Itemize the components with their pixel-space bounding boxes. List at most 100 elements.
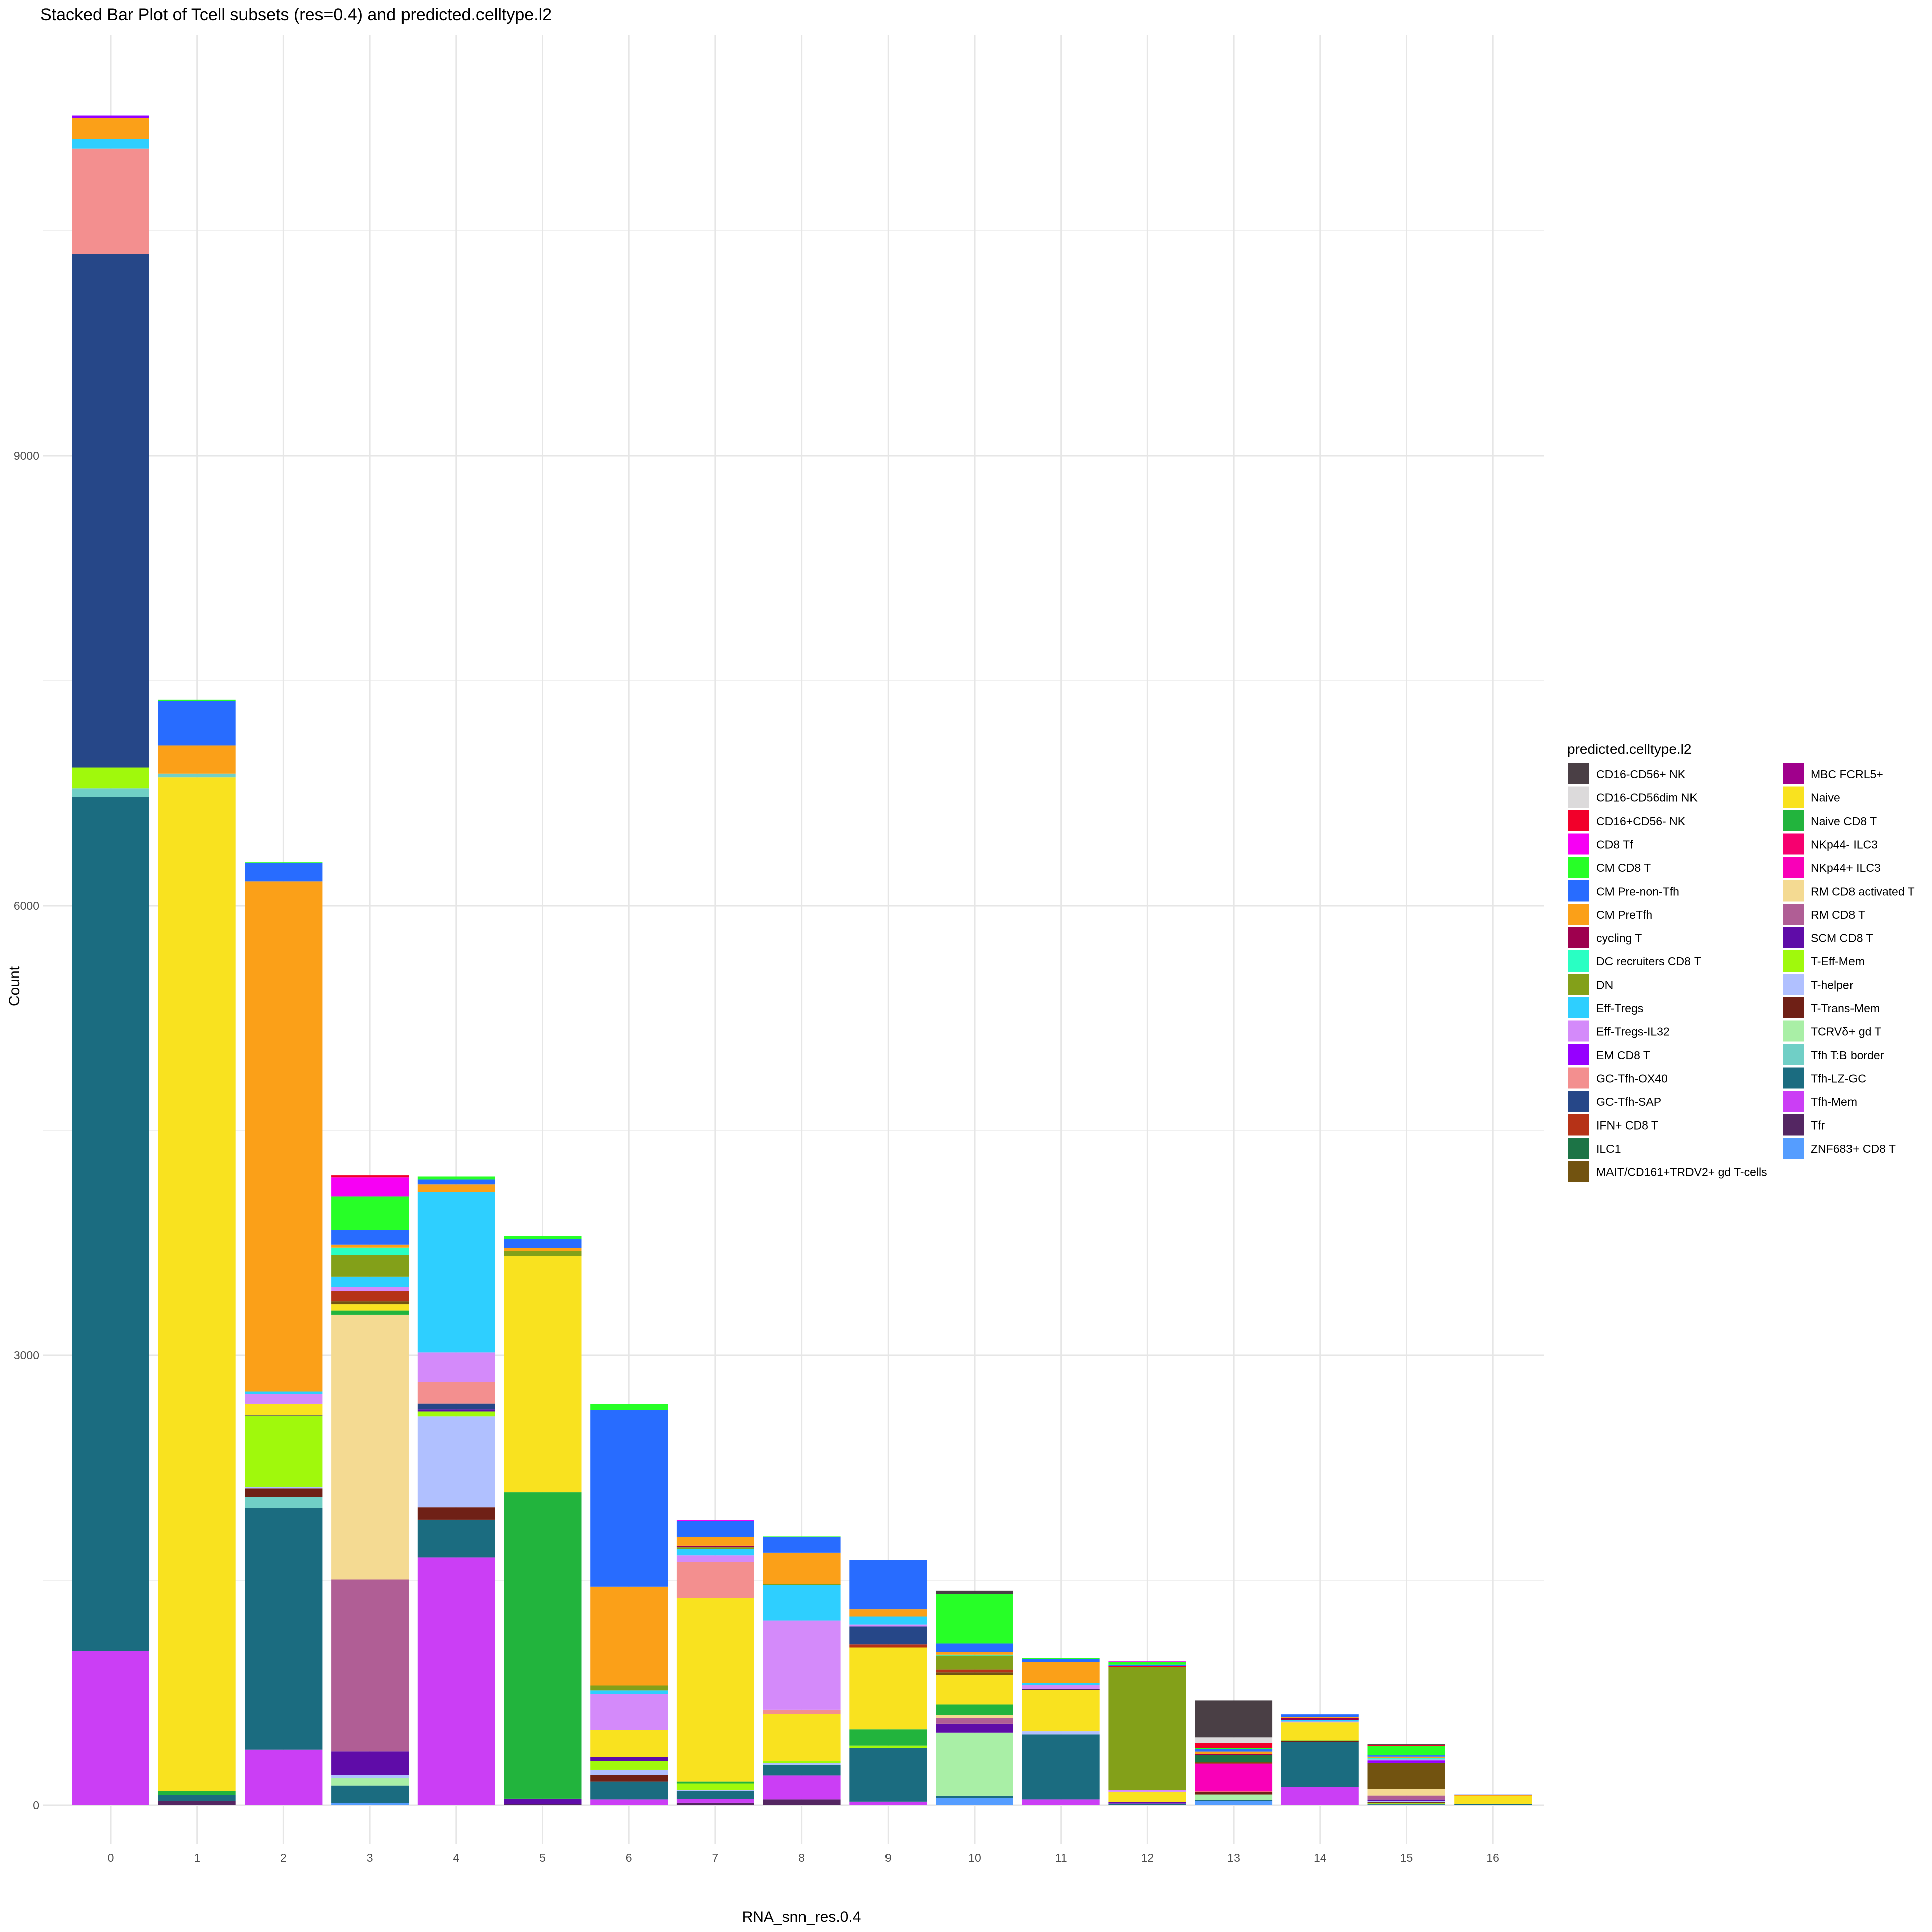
bar-segment	[504, 1256, 582, 1493]
bar-segment	[763, 1552, 841, 1584]
legend-label: Tfh-LZ-GC	[1811, 1072, 1866, 1085]
legend-key	[1568, 997, 1589, 1018]
bar-segment	[417, 1409, 495, 1412]
bar-segment	[676, 1783, 754, 1790]
legend-key	[1783, 763, 1804, 784]
legend-key	[1568, 1114, 1589, 1136]
bar-segment	[763, 1536, 841, 1537]
bar-segment	[245, 1497, 323, 1508]
bar-segment	[1195, 1762, 1273, 1764]
bar-segment	[417, 1382, 495, 1404]
bar-segment	[72, 797, 149, 1651]
bar-segment	[72, 767, 149, 789]
bar-segment	[1022, 1659, 1100, 1662]
bar-segment	[417, 1519, 495, 1558]
legend-label: EM CD8 T	[1596, 1049, 1650, 1062]
bar-segment	[331, 1230, 409, 1245]
legend-label: CM Pre-non-Tfh	[1596, 885, 1679, 898]
bar-segment	[1195, 1764, 1273, 1792]
bar-segment	[849, 1616, 927, 1625]
bar-segment	[331, 1310, 409, 1315]
legend-label: Naive	[1811, 791, 1840, 804]
bar-segment	[1022, 1689, 1100, 1691]
bar-segment	[72, 1651, 149, 1805]
bar-segment	[1108, 1664, 1186, 1666]
bar-segment	[676, 1555, 754, 1562]
legend-label: Tfh-Mem	[1811, 1095, 1857, 1108]
bar-segment	[849, 1745, 927, 1748]
bar-segment	[331, 1579, 409, 1752]
bar-segment	[1367, 1758, 1445, 1760]
y-axis-ticks: 0 3000 6000 9000	[14, 449, 39, 1812]
x-tick-label: 0	[108, 1851, 114, 1864]
bar-segment	[1022, 1731, 1100, 1735]
bar-segment	[504, 1492, 582, 1799]
legend-label: CM CD8 T	[1596, 861, 1651, 874]
bar-segment	[331, 1291, 409, 1302]
bar-segment	[1022, 1690, 1100, 1732]
bar-segment	[763, 1764, 841, 1776]
bar-segment	[936, 1655, 1013, 1670]
bar-segment	[1195, 1751, 1273, 1754]
x-tick-label: 14	[1314, 1851, 1327, 1864]
bar-segment	[590, 1694, 668, 1730]
bar-segment	[590, 1691, 668, 1694]
bar-segment	[417, 1184, 495, 1192]
bar-segment	[331, 1304, 409, 1311]
legend-key	[1568, 950, 1589, 972]
bar-segment	[1195, 1749, 1273, 1752]
bar-segment	[417, 1176, 495, 1180]
legend-key	[1783, 997, 1804, 1018]
bar-cluster-14	[1281, 1714, 1359, 1805]
legend-key	[1783, 786, 1804, 808]
bar-segment	[1367, 1789, 1445, 1796]
bar-segment	[676, 1799, 754, 1803]
x-tick-label: 10	[968, 1851, 981, 1864]
bar-segment	[158, 1791, 236, 1795]
legend-key	[1568, 1067, 1589, 1089]
legend-key	[1783, 857, 1804, 878]
legend-key	[1568, 904, 1589, 925]
bar-segment	[676, 1790, 754, 1791]
bar-segment	[849, 1748, 927, 1802]
bar-segment	[590, 1757, 668, 1761]
bar-segment	[1195, 1763, 1273, 1764]
bar-segment	[590, 1404, 668, 1410]
legend-label: DC recruiters CD8 T	[1596, 955, 1701, 968]
bar-segment	[331, 1287, 409, 1291]
bar-segment	[1367, 1744, 1445, 1746]
bar-segment	[245, 1749, 323, 1805]
bar-segment	[936, 1654, 1013, 1656]
legend-label: ILC1	[1596, 1142, 1621, 1155]
y-tick-label: 6000	[14, 899, 39, 912]
bar-segment	[245, 1391, 323, 1394]
y-axis-title: Count	[6, 965, 23, 1006]
bar-segment	[1367, 1795, 1445, 1800]
legend-key	[1568, 1020, 1589, 1042]
bar-segment	[245, 1508, 323, 1750]
bar-segment	[1367, 1755, 1445, 1757]
legend-key	[1568, 1161, 1589, 1182]
legend-key	[1568, 786, 1589, 808]
legend-key	[1783, 1044, 1804, 1065]
bar-segment	[417, 1507, 495, 1520]
bar-segment	[1367, 1756, 1445, 1758]
bar-segment	[1108, 1666, 1186, 1667]
legend-label: NKp44- ILC3	[1811, 838, 1878, 851]
bar-segment	[849, 1644, 927, 1648]
x-tick-label: 15	[1400, 1851, 1413, 1864]
x-tick-label: 1	[194, 1851, 200, 1864]
bar-segment	[1281, 1721, 1359, 1723]
x-tick-label: 13	[1227, 1851, 1240, 1864]
bar-segment	[331, 1196, 409, 1230]
legend-label: Tfr	[1811, 1119, 1825, 1132]
bar-segment	[417, 1403, 495, 1410]
bar-segment	[763, 1585, 841, 1621]
bar-segment	[1195, 1748, 1273, 1749]
bar-segment	[331, 1785, 409, 1803]
bar-segment	[1195, 1754, 1273, 1755]
bar-segment	[331, 1778, 409, 1786]
legend-key	[1568, 1138, 1589, 1159]
bar-segment	[1367, 1762, 1445, 1789]
